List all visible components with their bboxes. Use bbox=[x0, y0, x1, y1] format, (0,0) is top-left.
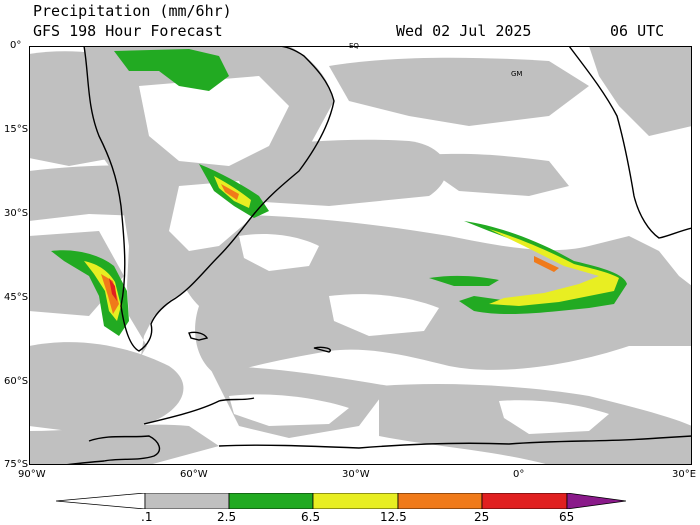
colorbar-label-6-5: 6.5 bbox=[301, 510, 321, 524]
map-frame bbox=[29, 46, 692, 465]
colorbar-segment bbox=[481, 493, 568, 509]
lon-label-90w: 90°W bbox=[18, 469, 46, 480]
forecast-subtitle: GFS 198 Hour Forecast bbox=[33, 22, 223, 40]
greenwich-marker: GM bbox=[511, 70, 523, 78]
lon-label-0: 0° bbox=[513, 469, 525, 480]
colorbar-segment bbox=[56, 493, 146, 509]
forecast-date: Wed 02 Jul 2025 bbox=[396, 22, 532, 40]
lat-label-15s: 15°S bbox=[4, 124, 29, 135]
lat-label-0: 0° bbox=[10, 40, 22, 51]
intense-precip bbox=[101, 184, 559, 314]
lat-label-30s: 30°S bbox=[4, 208, 29, 219]
forecast-time: 06 UTC bbox=[610, 22, 665, 40]
amazon-dry bbox=[139, 76, 289, 166]
lat-label-75s: 75°S bbox=[4, 459, 29, 470]
colorbar-segment bbox=[312, 493, 399, 509]
lon-label-30w: 30°W bbox=[342, 469, 370, 480]
colorbar-label-65: 65 bbox=[559, 510, 575, 524]
equator-marker: EQ bbox=[349, 42, 359, 50]
colorbar-segment bbox=[228, 493, 314, 509]
colorbar-segment bbox=[144, 493, 230, 509]
colorbar-label-25: 25 bbox=[474, 510, 490, 524]
coastlines bbox=[63, 46, 692, 465]
lat-label-60s: 60°S bbox=[4, 376, 29, 387]
colorbar-label-2-5: 2.5 bbox=[217, 510, 237, 524]
lon-label-30e: 30°E bbox=[672, 469, 697, 480]
map-title: Precipitation (mm/6hr) bbox=[33, 2, 232, 20]
lon-label-60w: 60°W bbox=[180, 469, 208, 480]
dry-pockets bbox=[229, 234, 609, 434]
colorbar-label-12-5: 12.5 bbox=[380, 510, 407, 524]
precipitation-map bbox=[29, 46, 692, 465]
colorbar-segment bbox=[566, 493, 626, 509]
colorbar bbox=[56, 493, 626, 509]
colorbar-label-0-1: .1 bbox=[141, 510, 153, 524]
colorbar-segment bbox=[397, 493, 483, 509]
lat-label-45s: 45°S bbox=[4, 292, 29, 303]
